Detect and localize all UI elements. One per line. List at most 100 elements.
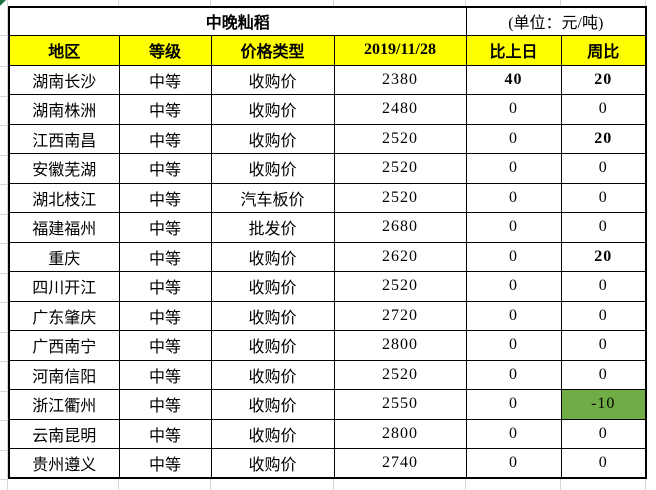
- price-type-cell[interactable]: 收购价: [210, 389, 335, 420]
- grade-cell[interactable]: 中等: [118, 212, 212, 243]
- column-header-1[interactable]: 等级: [118, 34, 212, 66]
- gridline: [0, 125, 8, 126]
- grade-cell[interactable]: 中等: [118, 241, 212, 272]
- region-cell[interactable]: 贵州遵义: [8, 448, 120, 479]
- day-change-cell[interactable]: 0: [465, 94, 562, 125]
- week-change-cell[interactable]: 0: [560, 182, 647, 213]
- day-change-cell[interactable]: 0: [465, 389, 562, 420]
- price-cell[interactable]: 2620: [333, 241, 467, 272]
- price-cell[interactable]: 2380: [333, 64, 467, 95]
- gridline: [0, 213, 8, 215]
- week-change-cell[interactable]: 0: [560, 94, 647, 125]
- gridline: [210, 479, 211, 490]
- price-type-cell[interactable]: 收购价: [210, 300, 335, 331]
- grade-cell[interactable]: 中等: [118, 418, 212, 449]
- day-change-cell[interactable]: 0: [465, 212, 562, 243]
- price-cell[interactable]: 2550: [333, 389, 467, 420]
- grade-cell[interactable]: 中等: [118, 359, 212, 390]
- price-cell[interactable]: 2520: [333, 359, 467, 390]
- week-change-cell[interactable]: 20: [560, 64, 647, 95]
- region-cell[interactable]: 福建福州: [8, 212, 120, 243]
- table-row: 江西南昌 中等 收购价 2520 0 20: [8, 123, 647, 154]
- grade-cell[interactable]: 中等: [118, 182, 212, 213]
- week-change-cell[interactable]: 0: [560, 359, 647, 390]
- grade-cell[interactable]: 中等: [118, 94, 212, 125]
- price-cell[interactable]: 2720: [333, 300, 467, 331]
- column-header-4[interactable]: 比上日: [465, 34, 562, 66]
- region-cell[interactable]: 广西南宁: [8, 330, 120, 361]
- unit-label[interactable]: (单位：元/吨): [465, 6, 647, 36]
- day-change-cell[interactable]: 0: [465, 330, 562, 361]
- price-cell[interactable]: 2740: [333, 448, 467, 479]
- grade-cell[interactable]: 中等: [118, 64, 212, 95]
- day-change-cell[interactable]: 0: [465, 448, 562, 479]
- price-cell[interactable]: 2520: [333, 271, 467, 302]
- table-row: 浙江衢州 中等 收购价 2550 0 -10: [8, 389, 647, 420]
- day-change-cell[interactable]: 0: [465, 271, 562, 302]
- gridline: [118, 0, 119, 6]
- day-change-cell[interactable]: 0: [465, 418, 562, 449]
- region-cell[interactable]: 四川开江: [8, 271, 120, 302]
- region-cell[interactable]: 湖北枝江: [8, 182, 120, 213]
- grade-cell[interactable]: 中等: [118, 123, 212, 154]
- price-cell[interactable]: 2520: [333, 123, 467, 154]
- grade-cell[interactable]: 中等: [118, 300, 212, 331]
- week-change-cell[interactable]: 0: [560, 271, 647, 302]
- price-type-cell[interactable]: 收购价: [210, 271, 335, 302]
- price-type-cell[interactable]: 收购价: [210, 153, 335, 184]
- region-cell[interactable]: 安徽芜湖: [8, 153, 120, 184]
- week-change-cell[interactable]: 0: [560, 300, 647, 331]
- region-cell[interactable]: 湖南株洲: [8, 94, 120, 125]
- region-cell[interactable]: 浙江衢州: [8, 389, 120, 420]
- week-change-cell[interactable]: 20: [560, 123, 647, 154]
- grade-cell[interactable]: 中等: [118, 389, 212, 420]
- gridline: [0, 390, 8, 392]
- price-type-cell[interactable]: 收购价: [210, 359, 335, 390]
- week-change-cell[interactable]: -10: [560, 389, 647, 420]
- day-change-cell[interactable]: 0: [465, 182, 562, 213]
- region-cell[interactable]: 重庆: [8, 241, 120, 272]
- price-type-cell[interactable]: 汽车板价: [210, 182, 335, 213]
- price-cell[interactable]: 2800: [333, 418, 467, 449]
- grade-cell[interactable]: 中等: [118, 271, 212, 302]
- price-type-cell[interactable]: 收购价: [210, 330, 335, 361]
- price-type-cell[interactable]: 批发价: [210, 212, 335, 243]
- region-cell[interactable]: 云南昆明: [8, 418, 120, 449]
- day-change-cell[interactable]: 0: [465, 241, 562, 272]
- price-type-cell[interactable]: 收购价: [210, 64, 335, 95]
- price-cell[interactable]: 2520: [333, 153, 467, 184]
- price-type-cell[interactable]: 收购价: [210, 123, 335, 154]
- price-type-cell[interactable]: 收购价: [210, 418, 335, 449]
- day-change-cell[interactable]: 0: [465, 123, 562, 154]
- week-change-cell[interactable]: 20: [560, 241, 647, 272]
- region-cell[interactable]: 河南信阳: [8, 359, 120, 390]
- day-change-cell[interactable]: 0: [465, 300, 562, 331]
- price-cell[interactable]: 2480: [333, 94, 467, 125]
- day-change-cell[interactable]: 0: [465, 359, 562, 390]
- region-cell[interactable]: 广东肇庆: [8, 300, 120, 331]
- grade-cell[interactable]: 中等: [118, 153, 212, 184]
- column-header-5[interactable]: 周比: [560, 34, 647, 66]
- region-cell[interactable]: 江西南昌: [8, 123, 120, 154]
- grade-cell[interactable]: 中等: [118, 448, 212, 479]
- gridline: [0, 95, 8, 97]
- price-type-cell[interactable]: 收购价: [210, 241, 335, 272]
- day-change-cell[interactable]: 40: [465, 64, 562, 95]
- price-cell[interactable]: 2800: [333, 330, 467, 361]
- price-cell[interactable]: 2680: [333, 212, 467, 243]
- grade-cell[interactable]: 中等: [118, 330, 212, 361]
- week-change-cell[interactable]: 0: [560, 448, 647, 479]
- region-cell[interactable]: 湖南长沙: [8, 64, 120, 95]
- column-header-2[interactable]: 价格类型: [210, 34, 335, 66]
- price-cell[interactable]: 2520: [333, 182, 467, 213]
- week-change-cell[interactable]: 0: [560, 153, 647, 184]
- price-type-cell[interactable]: 收购价: [210, 94, 335, 125]
- week-change-cell[interactable]: 0: [560, 212, 647, 243]
- week-change-cell[interactable]: 0: [560, 418, 647, 449]
- price-type-cell[interactable]: 收购价: [210, 448, 335, 479]
- day-change-cell[interactable]: 0: [465, 153, 562, 184]
- week-change-cell[interactable]: 0: [560, 330, 647, 361]
- column-header-3[interactable]: 2019/11/28: [333, 34, 467, 66]
- column-header-0[interactable]: 地区: [8, 34, 120, 66]
- page-title[interactable]: 中晚籼稻: [8, 6, 467, 36]
